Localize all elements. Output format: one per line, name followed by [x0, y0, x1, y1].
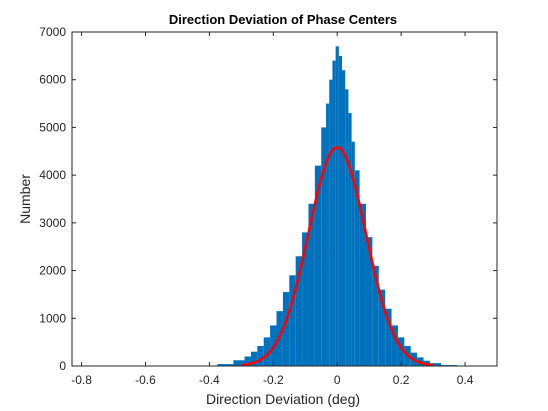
histogram-bar: [233, 360, 245, 366]
histogram-bar: [345, 89, 349, 366]
x-axis-ticks: -0.8 -0.6 -0.4 -0.2 0 0.2 0.4: [71, 32, 474, 387]
histogram-bar: [342, 70, 346, 367]
histogram-bar: [250, 351, 258, 366]
y-tick-label: 7000: [39, 25, 66, 39]
histogram-bar: [289, 275, 296, 366]
histogram-bar: [372, 265, 379, 366]
histogram-bar: [378, 289, 386, 366]
histogram-bar: [244, 356, 251, 366]
y-tick-label: 0: [59, 359, 66, 373]
fit-curve: [241, 146, 434, 367]
histogram-bar: [338, 55, 343, 367]
y-tick-label: 2000: [39, 264, 66, 278]
histogram-bar: [308, 203, 315, 366]
histogram-bar: [314, 165, 322, 366]
histogram-bar: [348, 113, 352, 366]
histogram-bar: [359, 203, 366, 366]
x-tick-label: 0.4: [457, 373, 474, 387]
histogram-bar: [257, 345, 264, 366]
histogram-bar: [391, 325, 398, 366]
y-tick-label: 4000: [39, 168, 66, 182]
y-tick-label: 3000: [39, 216, 66, 230]
histogram-bar: [335, 46, 339, 367]
x-tick-label: -0.2: [263, 373, 284, 387]
y-tick-label: 1000: [39, 311, 66, 325]
x-tick-label: -0.8: [71, 373, 92, 387]
histogram-bar: [385, 308, 392, 366]
histogram-bar: [329, 79, 333, 367]
histogram-bar: [217, 364, 234, 366]
histogram-bar: [354, 170, 360, 366]
x-axis-label: Direction Deviation (deg): [206, 391, 360, 407]
x-tick-label: 0: [334, 373, 341, 387]
x-tick-label: -0.4: [199, 373, 220, 387]
histogram-bar: [295, 256, 303, 366]
histogram-bar: [302, 232, 309, 366]
histogram-bar: [429, 363, 442, 366]
y-tick-label: 6000: [39, 73, 66, 87]
y-axis-ticks: 0 1000 2000 3000 4000 5000 6000 7000: [39, 25, 497, 373]
chart-title: Direction Deviation of Phase Centers: [169, 12, 397, 27]
histogram-bar: [326, 103, 330, 366]
histogram-bar: [282, 292, 290, 366]
y-axis-label: Number: [17, 174, 33, 224]
histogram-bar: [263, 337, 271, 366]
x-tick-label: 0.2: [393, 373, 410, 387]
x-tick-label: -0.6: [135, 373, 156, 387]
histogram-bar: [351, 141, 355, 366]
histogram-bars: [201, 46, 474, 367]
histogram-bar: [397, 337, 405, 366]
histogram-bar: [332, 60, 336, 366]
y-tick-label: 5000: [39, 120, 66, 134]
histogram-bar: [365, 237, 373, 366]
histogram-bar: [321, 127, 327, 367]
plot-box: [71, 31, 498, 367]
